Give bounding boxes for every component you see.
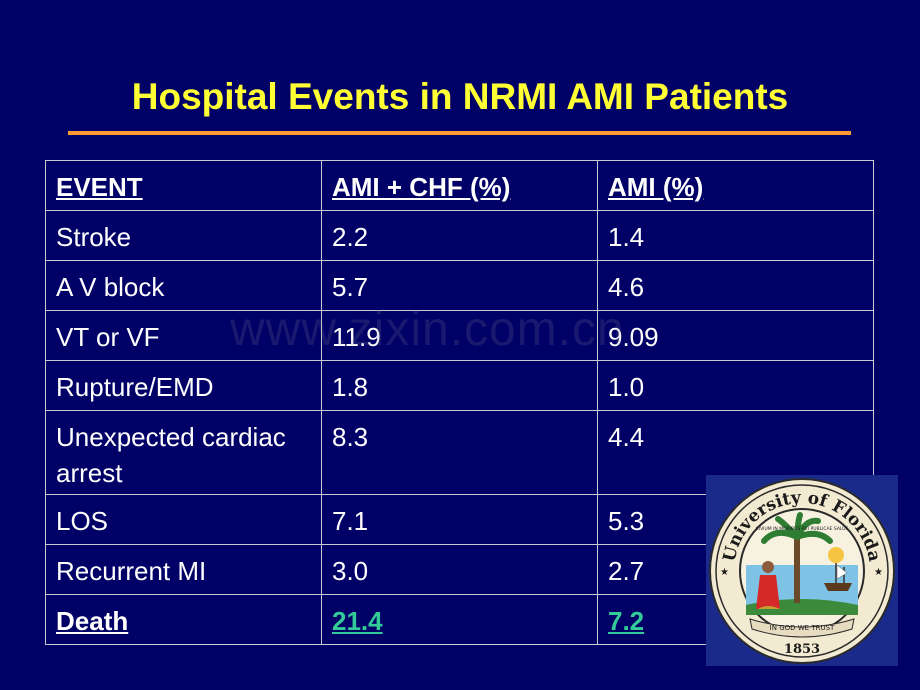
ami-chf-value: 11.9 xyxy=(332,322,381,352)
ami-value: 1.4 xyxy=(608,222,645,252)
event-name: Rupture/EMD xyxy=(56,372,214,402)
svg-text:★: ★ xyxy=(874,567,883,578)
seal-banner-text: IN GOD WE TRUST xyxy=(770,624,835,632)
seal-icon: University of Florida ★ ★ IN GOD WE TRUS… xyxy=(709,478,895,664)
table-row: Stroke 2.2 1.4 xyxy=(45,210,874,261)
ami-chf-value: 1.8 xyxy=(332,372,369,402)
ami-chf-value: 7.1 xyxy=(332,506,369,536)
ami-value: 5.3 xyxy=(608,506,645,536)
slide-title: Hospital Events in NRMI AMI Patients xyxy=(131,76,789,117)
header-ami: AMI (%) xyxy=(608,172,704,202)
watermark: www.zixin.com.cn xyxy=(230,303,625,356)
table-row: VT or VF 11.9 9.09 xyxy=(45,310,874,361)
university-seal-logo: University of Florida ★ ★ IN GOD WE TRUS… xyxy=(706,475,898,666)
ami-chf-value: 5.7 xyxy=(332,272,369,302)
event-name: A V block xyxy=(56,272,165,302)
svg-text:★: ★ xyxy=(720,567,729,578)
event-name: Unexpected cardiac arrest xyxy=(56,422,286,488)
header-ami-chf: AMI + CHF (%) xyxy=(332,172,511,202)
event-name: VT or VF xyxy=(56,322,160,352)
ami-value: 7.2 xyxy=(608,606,645,636)
ami-value: 2.7 xyxy=(608,556,645,586)
ami-chf-value: 3.0 xyxy=(332,556,369,586)
title-underline-rule xyxy=(68,131,851,135)
event-name: Stroke xyxy=(56,222,132,252)
ami-chf-value: 21.4 xyxy=(332,606,383,636)
ami-value: 4.6 xyxy=(608,272,645,302)
table-row: Unexpected cardiac arrest 8.3 4.4 xyxy=(45,410,874,495)
seal-motto-text: CIVIUM IN MORIBUS REI PUBLICAE SALUS xyxy=(756,526,849,532)
header-event: EVENT xyxy=(56,172,143,202)
table-row: Rupture/EMD 1.8 1.0 xyxy=(45,360,874,411)
ami-chf-value: 2.2 xyxy=(332,222,369,252)
ami-chf-value: 8.3 xyxy=(332,422,369,452)
ami-value: 9.09 xyxy=(608,322,659,352)
ami-value: 4.4 xyxy=(608,422,645,452)
event-name: Recurrent MI xyxy=(56,556,207,586)
ami-value: 1.0 xyxy=(608,372,645,402)
event-name: LOS xyxy=(56,506,109,536)
table-header-row: EVENT AMI + CHF (%) AMI (%) xyxy=(45,160,874,211)
event-name: Death xyxy=(56,606,129,636)
seal-year-text: 1853 xyxy=(784,642,820,657)
